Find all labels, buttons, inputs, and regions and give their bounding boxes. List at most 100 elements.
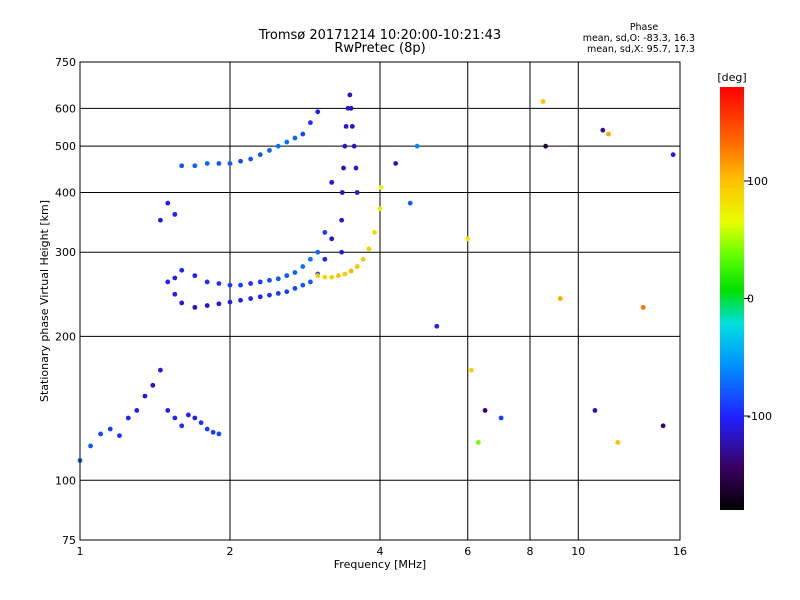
data-point xyxy=(275,276,281,282)
data-point xyxy=(248,281,254,286)
data-point xyxy=(158,217,163,223)
data-point xyxy=(238,282,243,288)
data-point xyxy=(322,230,328,235)
data-point xyxy=(165,408,171,413)
x-tick-label: 1 xyxy=(77,545,84,558)
data-point xyxy=(192,304,198,310)
data-point xyxy=(414,143,420,149)
data-point xyxy=(543,143,549,149)
data-point xyxy=(284,139,290,145)
data-point xyxy=(498,415,504,421)
data-point xyxy=(275,143,281,149)
data-point xyxy=(150,382,156,388)
data-point xyxy=(354,190,360,195)
data-point xyxy=(248,296,254,301)
y-tick-label: 75 xyxy=(62,534,76,547)
data-point xyxy=(88,443,93,449)
data-point xyxy=(172,275,178,281)
data-point xyxy=(329,274,335,280)
x-tick-label: 6 xyxy=(464,545,471,558)
data-point xyxy=(342,143,348,149)
data-point xyxy=(257,152,263,158)
colorbar-ticks: 100 0 -100 xyxy=(744,175,772,423)
data-point xyxy=(434,323,440,329)
data-point xyxy=(134,408,140,413)
data-point xyxy=(267,277,272,283)
x-tick-label: 8 xyxy=(527,545,534,558)
data-point xyxy=(165,279,171,285)
y-tick-label: 500 xyxy=(55,140,76,153)
chart-title: Tromsø 20171214 10:20:00-10:21:43 xyxy=(258,28,501,43)
data-point xyxy=(204,279,210,285)
data-point xyxy=(640,304,646,310)
y-tick-label: 300 xyxy=(55,246,76,259)
y-tick-label: 400 xyxy=(55,186,76,199)
data-point xyxy=(308,279,313,285)
stats-heading: Phase xyxy=(630,22,659,33)
stats-x-line: mean, sd,X: 95.7, 17.3 xyxy=(587,44,695,55)
y-tick-label: 200 xyxy=(55,330,76,343)
data-point xyxy=(660,423,666,429)
data-point xyxy=(540,99,546,104)
data-point xyxy=(475,440,481,445)
data-point xyxy=(216,301,222,307)
x-tick-label: 16 xyxy=(673,545,687,558)
data-point xyxy=(216,161,222,166)
data-point xyxy=(125,415,131,421)
data-point xyxy=(107,426,113,432)
data-point xyxy=(204,303,210,308)
data-point xyxy=(615,440,621,445)
data-point xyxy=(172,291,178,297)
y-tick-label: 750 xyxy=(55,56,76,69)
data-point xyxy=(142,393,148,399)
plot-frame xyxy=(79,61,681,541)
data-point xyxy=(468,367,474,373)
colorbar-tick-label: -100 xyxy=(747,410,772,423)
data-point xyxy=(172,211,178,217)
data-point xyxy=(339,249,345,255)
data-point xyxy=(343,123,349,129)
data-point xyxy=(315,249,321,255)
data-point xyxy=(341,165,346,171)
data-point xyxy=(227,282,233,288)
data-point xyxy=(347,92,353,98)
data-point xyxy=(179,423,185,429)
data-point xyxy=(165,200,171,206)
data-point xyxy=(185,412,191,418)
data-point xyxy=(204,426,210,432)
x-axis-ticks: 1 2 4 6 8 10 16 xyxy=(77,545,688,558)
data-point xyxy=(315,273,321,279)
data-point xyxy=(339,190,345,195)
data-point xyxy=(179,267,185,273)
data-point xyxy=(158,367,163,373)
data-point xyxy=(227,161,233,166)
data-point xyxy=(342,271,348,277)
data-point xyxy=(353,165,359,171)
data-point xyxy=(335,273,341,279)
data-point xyxy=(329,236,335,242)
data-point xyxy=(354,264,360,269)
data-point xyxy=(192,415,198,421)
data-point xyxy=(393,161,399,166)
colorbar xyxy=(720,87,744,510)
data-point xyxy=(670,152,676,158)
x-axis-label: Frequency [MHz] xyxy=(334,558,426,571)
data-point xyxy=(378,184,384,190)
data-point xyxy=(292,286,298,291)
data-point xyxy=(348,105,354,111)
data-point xyxy=(600,127,606,133)
data-point xyxy=(267,292,272,298)
data-point xyxy=(465,236,471,242)
data-point xyxy=(300,282,306,288)
y-tick-label: 600 xyxy=(55,102,76,115)
x-tick-label: 2 xyxy=(227,545,234,558)
plot-grid xyxy=(80,62,680,540)
data-point xyxy=(117,433,122,439)
data-point xyxy=(372,230,377,235)
data-point xyxy=(606,131,611,137)
data-point xyxy=(300,264,306,269)
data-point xyxy=(172,415,178,421)
data-point xyxy=(329,179,335,185)
colorbar-label: [deg] xyxy=(717,71,746,84)
